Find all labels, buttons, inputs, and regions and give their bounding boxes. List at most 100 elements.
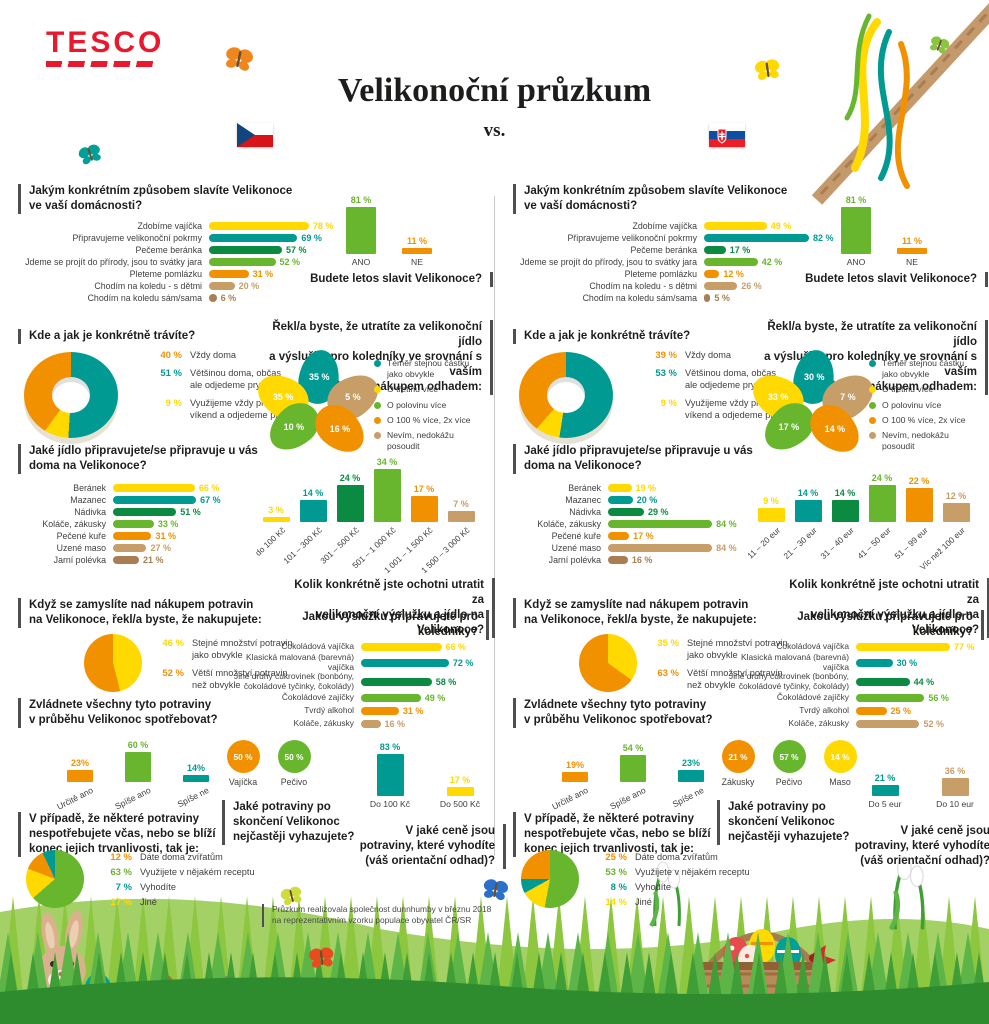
- bar: [620, 755, 646, 782]
- legend-dot-icon: [869, 401, 876, 409]
- bar-value: 66 %: [445, 641, 467, 652]
- spend-compare-legend: Téměř stejnou částku jako obvykle O třet…: [374, 358, 486, 456]
- bar-label: Chodím na koledu - s dětmi: [94, 281, 202, 291]
- tesco-logo-stripes: [46, 61, 158, 67]
- leftovers-legend: 25 % Dáte doma zvířatům 53 % Využijete v…: [593, 852, 793, 912]
- bar-value: 12 %: [723, 269, 744, 279]
- bar-track: 17 %: [608, 531, 732, 541]
- bar: [841, 207, 871, 254]
- bar-column: 19% Určitě ano: [550, 736, 595, 812]
- bar-label: Pleteme pomlázku: [129, 269, 202, 279]
- question-food-prepared: Jaké jídlo připravujete/se připravuje u …: [513, 444, 824, 474]
- legend-value: 63 %: [110, 866, 132, 878]
- bar-value: 5 %: [714, 293, 730, 303]
- bar-value: 24 %: [339, 473, 361, 483]
- bar: [608, 556, 628, 564]
- legend-item: 8 % Vyhodíte: [593, 882, 793, 894]
- bar-column: 14 % 21 – 30 eur: [781, 452, 822, 561]
- bar-label: Čokoládová vajíčka: [776, 640, 849, 651]
- bar-label: Klasická malovaná (barevná) vajíčka: [741, 652, 849, 672]
- bar-label: Určitě ano: [55, 785, 95, 812]
- bar-label: Nádivka: [569, 507, 601, 517]
- bar-track: 17 %: [704, 245, 832, 255]
- legend-item: O polovinu více: [374, 400, 486, 411]
- bar-value: 84 %: [716, 543, 737, 553]
- bar-label: Určitě ano: [550, 785, 590, 812]
- petal-value: 35 %: [308, 371, 330, 382]
- waste-value-chart: 83 % Do 100 Kč 17 % Do 500 Kč: [368, 740, 482, 809]
- waste-value-chart: 21 % Do 5 eur 36 % Do 10 eur: [863, 740, 977, 809]
- survey-source-note: Průzkum realizovala společnost dunnhumby…: [262, 904, 532, 927]
- waste-items-chart: 21 % Zákusky 57 % Pečivo 14 % Maso: [717, 740, 861, 787]
- bar: [608, 520, 713, 528]
- bar-track: 21 %: [113, 555, 237, 565]
- bar: [373, 469, 401, 522]
- bar-row: Tvrdý alkohol 25 %: [717, 705, 978, 718]
- bar: [209, 234, 298, 242]
- legend-dot-icon: [374, 431, 381, 439]
- circle-item: 50 % Pečivo: [273, 740, 315, 787]
- bar-column: 81 % ANO: [344, 192, 378, 267]
- bar-row: Čokoládové zajíčky 56 %: [717, 692, 978, 705]
- spend-compare-flower-chart: 30 % 33 % 7 % 17 % 14 %: [744, 347, 882, 462]
- bar-track: 12 %: [704, 269, 832, 279]
- bar-row: Klasická malovaná (barevná) vajíčka 72 %: [222, 652, 483, 672]
- bar: [113, 556, 140, 564]
- circle-value: 14 %: [823, 740, 857, 773]
- circle-item: 21 % Zákusky: [717, 740, 759, 787]
- legend-value: 9 %: [660, 397, 677, 409]
- bar-row: Chodím na koledu sám/sama 5 %: [501, 292, 832, 304]
- maypole-icon: [811, 3, 989, 205]
- bar: [856, 677, 910, 686]
- bar-value: 84 %: [716, 519, 737, 529]
- question-waste-items: Jaké potraviny po skončení Velikonoc nej…: [222, 800, 383, 845]
- bar-label: Jdeme se projít do přírody, jsou to svát…: [520, 257, 697, 267]
- butterfly-icon: [309, 947, 334, 968]
- legend-label: Vždy doma: [685, 350, 731, 360]
- bar-label: Do 10 eur: [936, 799, 974, 809]
- bar-label: 41 – 50 eur: [855, 525, 894, 561]
- bar-label: Do 5 eur: [868, 799, 902, 809]
- bar: [608, 496, 633, 504]
- petal-value: 14 %: [824, 423, 846, 434]
- bar: [113, 496, 197, 504]
- bar-row: Klasická malovaná (barevná) vajíčka 30 %: [717, 652, 978, 672]
- handout-chart: Čokoládová vajíčka 66 % Klasická malovan…: [222, 640, 483, 731]
- bar-value: 52 %: [923, 719, 944, 730]
- bar-label: Jarní polévka: [53, 555, 106, 565]
- legend-dot-icon: [374, 416, 381, 424]
- consume-all-chart: 23% Určitě ano 60 % Spíše ano 14% Spíše …: [55, 736, 216, 812]
- bar: [299, 500, 327, 522]
- bar-column: 12 % Víc než 100 eur: [918, 452, 970, 572]
- question-waste-value: V jaké ceně jsou potraviny, které vyhodí…: [340, 824, 506, 869]
- question-spend-amount: Kolik konkrétně jste ochotni utratit za …: [284, 578, 495, 638]
- buy-amount-legend: 46 % Stejné množství potravin jako obvyk…: [150, 638, 340, 698]
- bar: [361, 658, 449, 667]
- bar-track: 31 %: [113, 531, 237, 541]
- circle-label: Pečivo: [775, 777, 803, 787]
- legend-label: Stejné množství potravin jako obvykle: [192, 638, 293, 660]
- bar: [113, 532, 152, 540]
- bar: [608, 508, 644, 516]
- bar-row: Čokoládové zajíčky 49 %: [222, 692, 483, 705]
- bar-label: Spíše ano: [113, 785, 153, 812]
- question-consume-all: Zvládnete všechny tyto potraviny v průbě…: [18, 698, 279, 728]
- butterfly-icon: [929, 36, 950, 54]
- bar-track: 51 %: [113, 507, 237, 517]
- bar-row: Pečeme beránka 57 %: [6, 244, 337, 256]
- bar-row: Beránek 19 %: [501, 482, 732, 494]
- bar-row: Pečené kuře 17 %: [501, 530, 732, 542]
- circle-item: 57 % Pečivo: [768, 740, 810, 787]
- bar: [402, 248, 432, 254]
- question-waste-value: V jaké ceně jsou potraviny, které vyhodí…: [835, 824, 989, 869]
- petal-value: 16 %: [329, 423, 351, 434]
- bar-track: 27 %: [113, 543, 237, 553]
- bar-value: 17 %: [413, 484, 435, 494]
- bar: [942, 503, 970, 522]
- question-leftovers: V případě, že některé potraviny nespotře…: [18, 812, 289, 857]
- bar: [897, 248, 927, 254]
- bar: [376, 754, 404, 796]
- bar: [794, 500, 822, 522]
- legend-dot-icon: [374, 360, 381, 367]
- legend-label: Většinou doma, občas ale odjedeme pryč: [190, 367, 281, 390]
